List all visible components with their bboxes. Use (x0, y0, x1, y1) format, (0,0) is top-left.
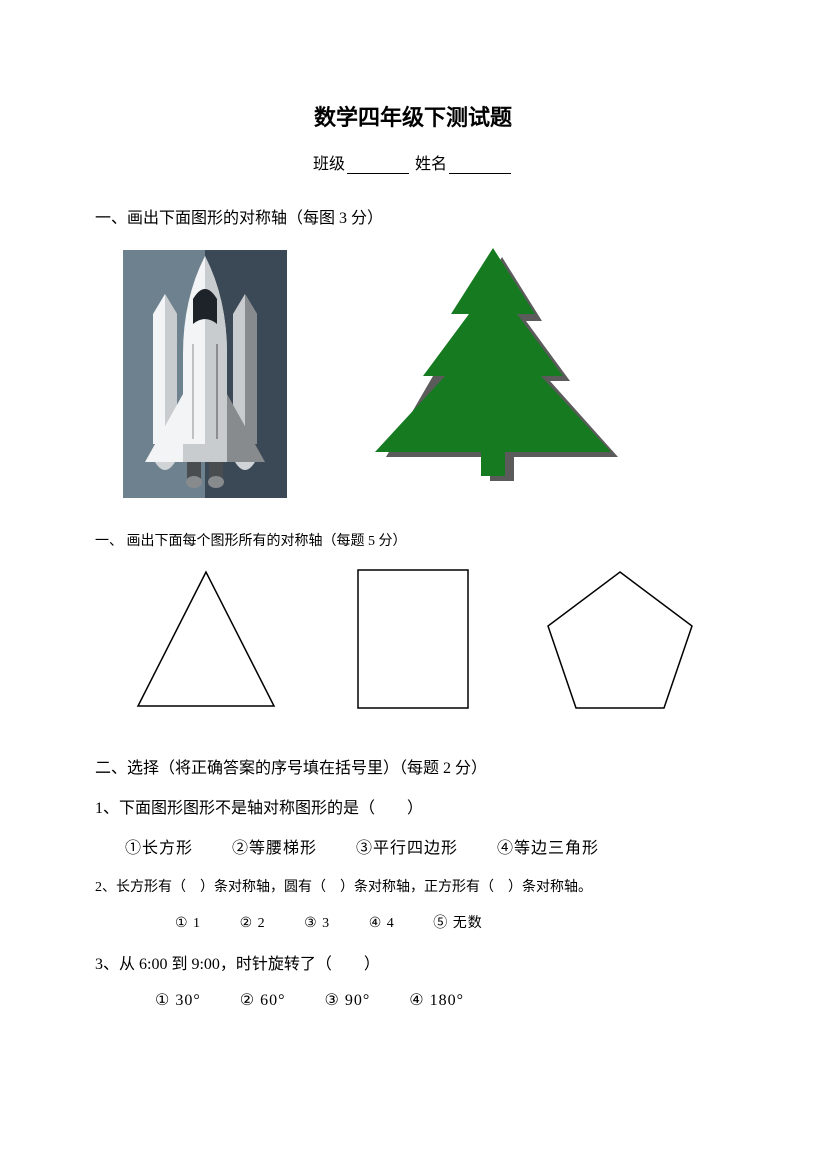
shapes-row (95, 564, 731, 714)
rectangle-shape (348, 564, 478, 714)
q3-opt4: ④ 180° (409, 990, 464, 1010)
class-blank[interactable] (347, 173, 409, 174)
q1-text: 1、下面图形图形不是轴对称图形的是（ ） (95, 794, 731, 818)
q2-options: ① 1 ② 2 ③ 3 ④ 4 ⑤ 无数 (175, 912, 731, 932)
q3-opt2: ② 60° (240, 990, 286, 1010)
section-1-heading: 一、画出下面图形的对称轴（每图 3 分） (95, 204, 731, 228)
tree-figure (365, 244, 625, 484)
section-1b-heading: 一、 画出下面每个图形所有的对称轴（每题 5 分） (95, 530, 731, 550)
figures-row-1 (105, 244, 731, 504)
triangle-shape (126, 564, 286, 714)
q2-opt4: ④ 4 (369, 915, 395, 932)
meta-line: 班级 姓名 (95, 150, 731, 174)
name-label: 姓名 (415, 156, 447, 173)
q2-opt3: ③ 3 (304, 915, 330, 932)
q2-opt2: ② 2 (240, 915, 266, 932)
section-2-heading: 二、选择（将正确答案的序号填在括号里）（每题 2 分） (95, 754, 731, 778)
q2-opt5: ⑤ 无数 (433, 912, 483, 932)
q1-opt2: ②等腰梯形 (232, 834, 317, 858)
q3-opt1: ① 30° (155, 990, 201, 1010)
q2-opt1: ① 1 (175, 915, 201, 932)
page-title: 数学四年级下测试题 (95, 100, 731, 132)
q3-opt3: ③ 90° (325, 990, 371, 1010)
q1-opt4: ④等边三角形 (497, 834, 599, 858)
q3-text: 3、从 6:00 到 9:00，时针旋转了（ ） (95, 950, 731, 974)
name-blank[interactable] (449, 173, 511, 174)
q2-text: 2、长方形有（ ）条对称轴，圆有（ ）条对称轴，正方形有（ ）条对称轴。 (95, 876, 731, 896)
q1-opt1: ①长方形 (125, 834, 193, 858)
q1-options: ①长方形 ②等腰梯形 ③平行四边形 ④等边三角形 (125, 834, 731, 858)
pentagon-shape (540, 564, 700, 714)
q1-opt3: ③平行四边形 (356, 834, 458, 858)
class-label: 班级 (313, 156, 345, 173)
q3-options: ① 30° ② 60° ③ 90° ④ 180° (155, 990, 731, 1010)
rocket-figure (105, 244, 305, 504)
